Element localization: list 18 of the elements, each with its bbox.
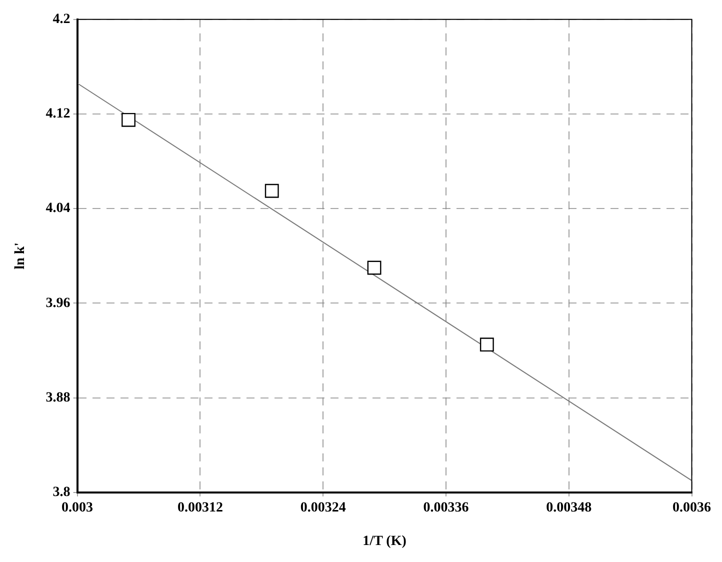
x-tick-label: 0.00336 xyxy=(423,500,469,516)
x-tick-label: 0.00324 xyxy=(300,500,346,516)
y-tick-label: 3.96 xyxy=(46,296,70,311)
x-tick-label: 0.0036 xyxy=(672,500,711,516)
x-tick-label: 0.003 xyxy=(62,500,94,516)
x-tick-label: 0.00348 xyxy=(546,500,592,516)
y-axis-title: ln k' xyxy=(13,242,28,270)
point xyxy=(264,184,279,198)
y-tick-label: 4.2 xyxy=(52,12,70,28)
y-tick-label: 4.04 xyxy=(46,201,70,216)
point xyxy=(480,338,494,352)
y-tick-label: 3.88 xyxy=(46,390,70,406)
point xyxy=(367,260,382,275)
y-tick-label: 3.8 xyxy=(52,485,70,500)
y-tick-label: 4.12 xyxy=(46,106,70,122)
point xyxy=(122,112,136,127)
x-axis-title: 1/T (K) xyxy=(362,534,407,550)
x-tick-label: 0.00312 xyxy=(177,500,223,516)
